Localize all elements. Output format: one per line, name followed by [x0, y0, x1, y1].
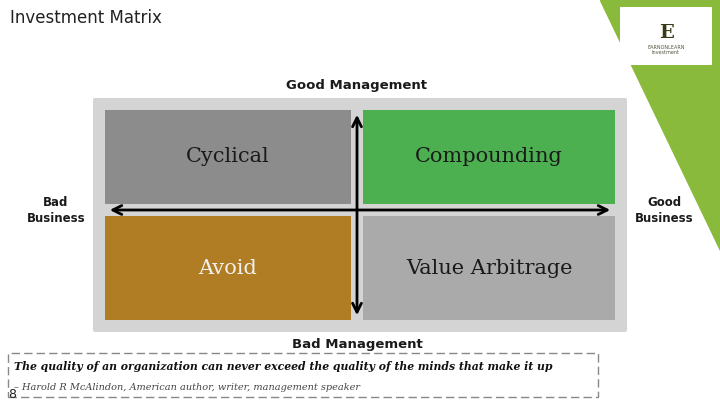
- Text: EARNONLEARN
Investment: EARNONLEARN Investment: [647, 45, 685, 55]
- Text: Good
Business: Good Business: [635, 196, 693, 224]
- Text: Bad
Business: Bad Business: [27, 196, 85, 224]
- Text: Investment Matrix: Investment Matrix: [10, 9, 162, 27]
- Text: Value Arbitrage: Value Arbitrage: [406, 258, 572, 277]
- FancyBboxPatch shape: [105, 110, 351, 204]
- Polygon shape: [600, 0, 720, 250]
- FancyBboxPatch shape: [105, 216, 351, 320]
- Text: Compounding: Compounding: [415, 147, 563, 166]
- Text: The quality of an organization can never exceed the quality of the minds that ma: The quality of an organization can never…: [14, 360, 552, 371]
- Text: Good Management: Good Management: [287, 79, 428, 92]
- Text: 8: 8: [8, 388, 16, 401]
- Text: Avoid: Avoid: [199, 258, 257, 277]
- FancyBboxPatch shape: [620, 7, 712, 65]
- FancyBboxPatch shape: [93, 98, 627, 332]
- Text: Bad Management: Bad Management: [292, 338, 423, 351]
- FancyBboxPatch shape: [363, 216, 615, 320]
- Text: – Harold R McAlindon, American author, writer, management speaker: – Harold R McAlindon, American author, w…: [14, 382, 360, 392]
- FancyBboxPatch shape: [8, 353, 598, 397]
- Text: Cyclical: Cyclical: [186, 147, 270, 166]
- Text: E: E: [659, 24, 673, 42]
- FancyBboxPatch shape: [363, 110, 615, 204]
